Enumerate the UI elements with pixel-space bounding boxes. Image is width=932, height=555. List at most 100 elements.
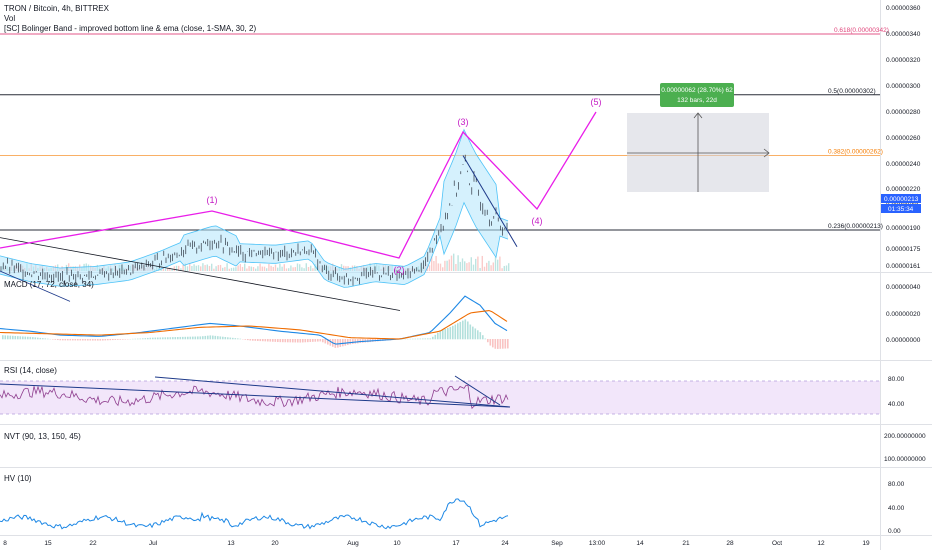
volume-bar	[279, 264, 280, 271]
volume-bar	[488, 261, 489, 271]
macd-bar	[472, 327, 474, 340]
indicator-label: [SC] Bolinger Band - improved bottom lin…	[4, 24, 256, 33]
macd-tick: 0.00000000	[886, 337, 921, 344]
macd-bar	[172, 337, 174, 339]
macd-bar	[177, 337, 179, 339]
macd-bar	[230, 338, 232, 340]
macd-bar	[345, 339, 347, 346]
macd-bar	[505, 339, 507, 349]
macd-bar	[55, 339, 57, 340]
volume-bar	[453, 254, 454, 271]
wave-label-3: (3)	[458, 117, 469, 127]
macd-bar	[470, 325, 472, 340]
macd-bar	[292, 339, 294, 342]
time-tick: 20	[271, 540, 279, 547]
volume-bar	[226, 263, 227, 271]
macd-bar	[317, 339, 319, 342]
volume-bar	[464, 261, 465, 271]
volume-bar	[310, 266, 311, 271]
macd-bar	[160, 337, 162, 339]
macd-bar	[197, 336, 199, 339]
macd-bar	[20, 336, 22, 339]
volume-bar	[202, 263, 203, 271]
volume-bar	[484, 267, 485, 271]
hv-label: HV (10)	[4, 474, 32, 483]
macd-bar	[467, 321, 469, 339]
volume-bar	[240, 264, 241, 271]
macd-bar	[232, 338, 234, 339]
price-tick: 0.00000340	[886, 31, 921, 38]
price-tick: 0.00000220	[886, 186, 921, 193]
macd-bar	[85, 339, 87, 340]
macd-bar	[342, 339, 344, 346]
volume-bar	[295, 267, 296, 271]
price-tick: 0.00000360	[886, 5, 921, 12]
macd-bar	[270, 339, 272, 342]
volume-bar	[193, 264, 194, 271]
macd-bar	[67, 339, 69, 340]
macd-bar	[487, 339, 489, 342]
nvt-tick: 200.00000000	[884, 433, 926, 440]
macd-bar	[170, 337, 172, 339]
macd-bar	[100, 339, 102, 341]
time-tick: 19	[862, 540, 870, 547]
macd-bar	[482, 335, 484, 339]
time-tick: 24	[501, 540, 509, 547]
volume-bar	[237, 265, 238, 271]
macd-bar	[247, 339, 249, 340]
macd-bar	[255, 339, 257, 341]
macd-bar	[225, 337, 227, 339]
macd-bar	[442, 330, 444, 339]
macd-bar	[182, 337, 184, 339]
macd-bar	[302, 339, 304, 342]
macd-bar	[52, 339, 54, 340]
macd-bar	[460, 322, 462, 339]
volume-bar	[508, 263, 509, 271]
macd-bar	[75, 339, 77, 340]
macd-bar	[355, 339, 357, 344]
macd-bar	[445, 329, 447, 339]
volume-bar	[288, 268, 289, 271]
macd-bar	[190, 337, 192, 340]
fib-label: 0.236(0.00000213)	[828, 223, 883, 230]
rsi-tick: 80.00	[888, 376, 905, 383]
volume-bar	[281, 267, 282, 271]
time-tick: 17	[452, 540, 460, 547]
volume-bar	[471, 257, 472, 271]
macd-bar	[297, 339, 299, 342]
macd-bar	[325, 339, 327, 343]
volume-bar	[297, 263, 298, 271]
countdown: 01:35:34	[888, 206, 914, 213]
macd-bar	[90, 339, 92, 341]
macd-bar	[252, 339, 254, 341]
macd-bar	[167, 337, 169, 339]
macd-bar	[150, 338, 152, 340]
volume-bar	[191, 266, 192, 271]
volume-bar	[457, 255, 458, 271]
macd-bar	[105, 339, 107, 340]
volume-bar	[438, 263, 439, 271]
macd-bar	[435, 335, 437, 339]
macd-bar	[217, 336, 219, 339]
macd-bar	[97, 339, 99, 341]
macd-bar	[415, 339, 417, 340]
rsi-pane[interactable]	[0, 376, 880, 414]
macd-bar	[250, 339, 252, 341]
macd-bar	[72, 339, 74, 340]
time-tick: Aug	[347, 540, 359, 547]
time-tick: Oct	[772, 540, 782, 547]
rsi-label: RSI (14, close)	[4, 366, 57, 375]
volume-bar	[490, 265, 491, 271]
macd-bar	[477, 330, 479, 339]
macd-bar	[107, 339, 109, 340]
macd-bar	[122, 339, 124, 340]
macd-bar	[142, 338, 144, 339]
time-tick: 8	[3, 540, 7, 547]
macd-bar	[275, 339, 277, 342]
volume-bar	[473, 265, 474, 271]
price-tick: 0.00000190	[886, 225, 921, 232]
macd-bar	[120, 339, 122, 340]
volume-bar	[224, 267, 225, 271]
